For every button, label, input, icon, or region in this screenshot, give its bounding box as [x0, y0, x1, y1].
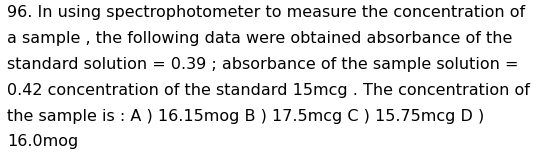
- Text: standard solution = 0.39 ; absorbance of the sample solution =: standard solution = 0.39 ; absorbance of…: [7, 57, 519, 72]
- Text: the sample is : A ) 16.15mog B ) 17.5mcg C ) 15.75mcg D ): the sample is : A ) 16.15mog B ) 17.5mcg…: [7, 109, 484, 124]
- Text: 96. In using spectrophotometer to measure the concentration of: 96. In using spectrophotometer to measur…: [7, 5, 526, 20]
- Text: 0.42 concentration of the standard 15mcg . The concentration of: 0.42 concentration of the standard 15mcg…: [7, 83, 530, 98]
- Text: 16.0mog: 16.0mog: [7, 134, 79, 149]
- Text: a sample , the following data were obtained absorbance of the: a sample , the following data were obtai…: [7, 31, 513, 46]
